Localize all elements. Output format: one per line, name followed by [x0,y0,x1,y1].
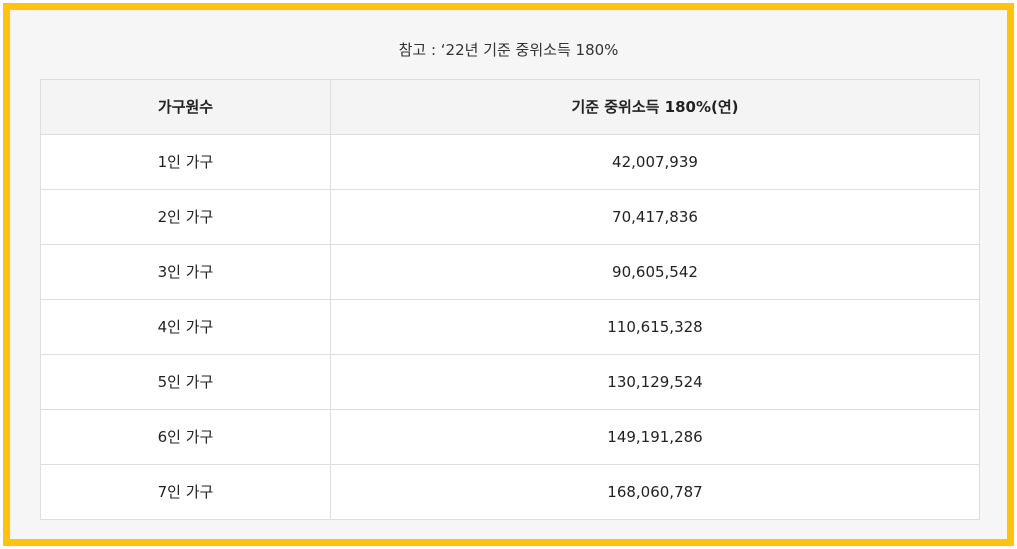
table-header-row: 가구원수 기준 중위소득 180%(연) [40,79,980,135]
table-row: 2인 가구 70,417,836 [40,189,980,245]
header-household-size: 가구원수 [40,79,331,135]
household-size-cell: 7인 가구 [40,464,331,520]
household-size-cell: 2인 가구 [40,189,331,245]
income-value-cell: 90,605,542 [330,244,980,300]
household-size-cell: 3인 가구 [40,244,331,300]
table-caption: 참고 : ‘22년 기준 중위소득 180% [398,41,619,59]
income-value-cell: 130,129,524 [330,354,980,410]
income-value-cell: 149,191,286 [330,409,980,465]
household-size-cell: 5인 가구 [40,354,331,410]
table-row: 7인 가구 168,060,787 [40,464,980,520]
household-size-cell: 6인 가구 [40,409,331,465]
income-value-cell: 168,060,787 [330,464,980,520]
income-value-cell: 70,417,836 [330,189,980,245]
income-value-cell: 110,615,328 [330,299,980,355]
household-size-cell: 1인 가구 [40,134,331,190]
table-row: 4인 가구 110,615,328 [40,299,980,355]
table-row: 1인 가구 42,007,939 [40,134,980,190]
income-table-frame: 참고 : ‘22년 기준 중위소득 180% 가구원수 기준 중위소득 180%… [3,3,1014,546]
table-container: 가구원수 기준 중위소득 180%(연) 1인 가구 42,007,939 2인… [40,79,980,520]
table-row: 6인 가구 149,191,286 [40,409,980,465]
table-row: 5인 가구 130,129,524 [40,354,980,410]
median-income-table: 가구원수 기준 중위소득 180%(연) 1인 가구 42,007,939 2인… [40,79,980,520]
table-row: 3인 가구 90,605,542 [40,244,980,300]
header-median-income: 기준 중위소득 180%(연) [330,79,980,135]
income-value-cell: 42,007,939 [330,134,980,190]
household-size-cell: 4인 가구 [40,299,331,355]
